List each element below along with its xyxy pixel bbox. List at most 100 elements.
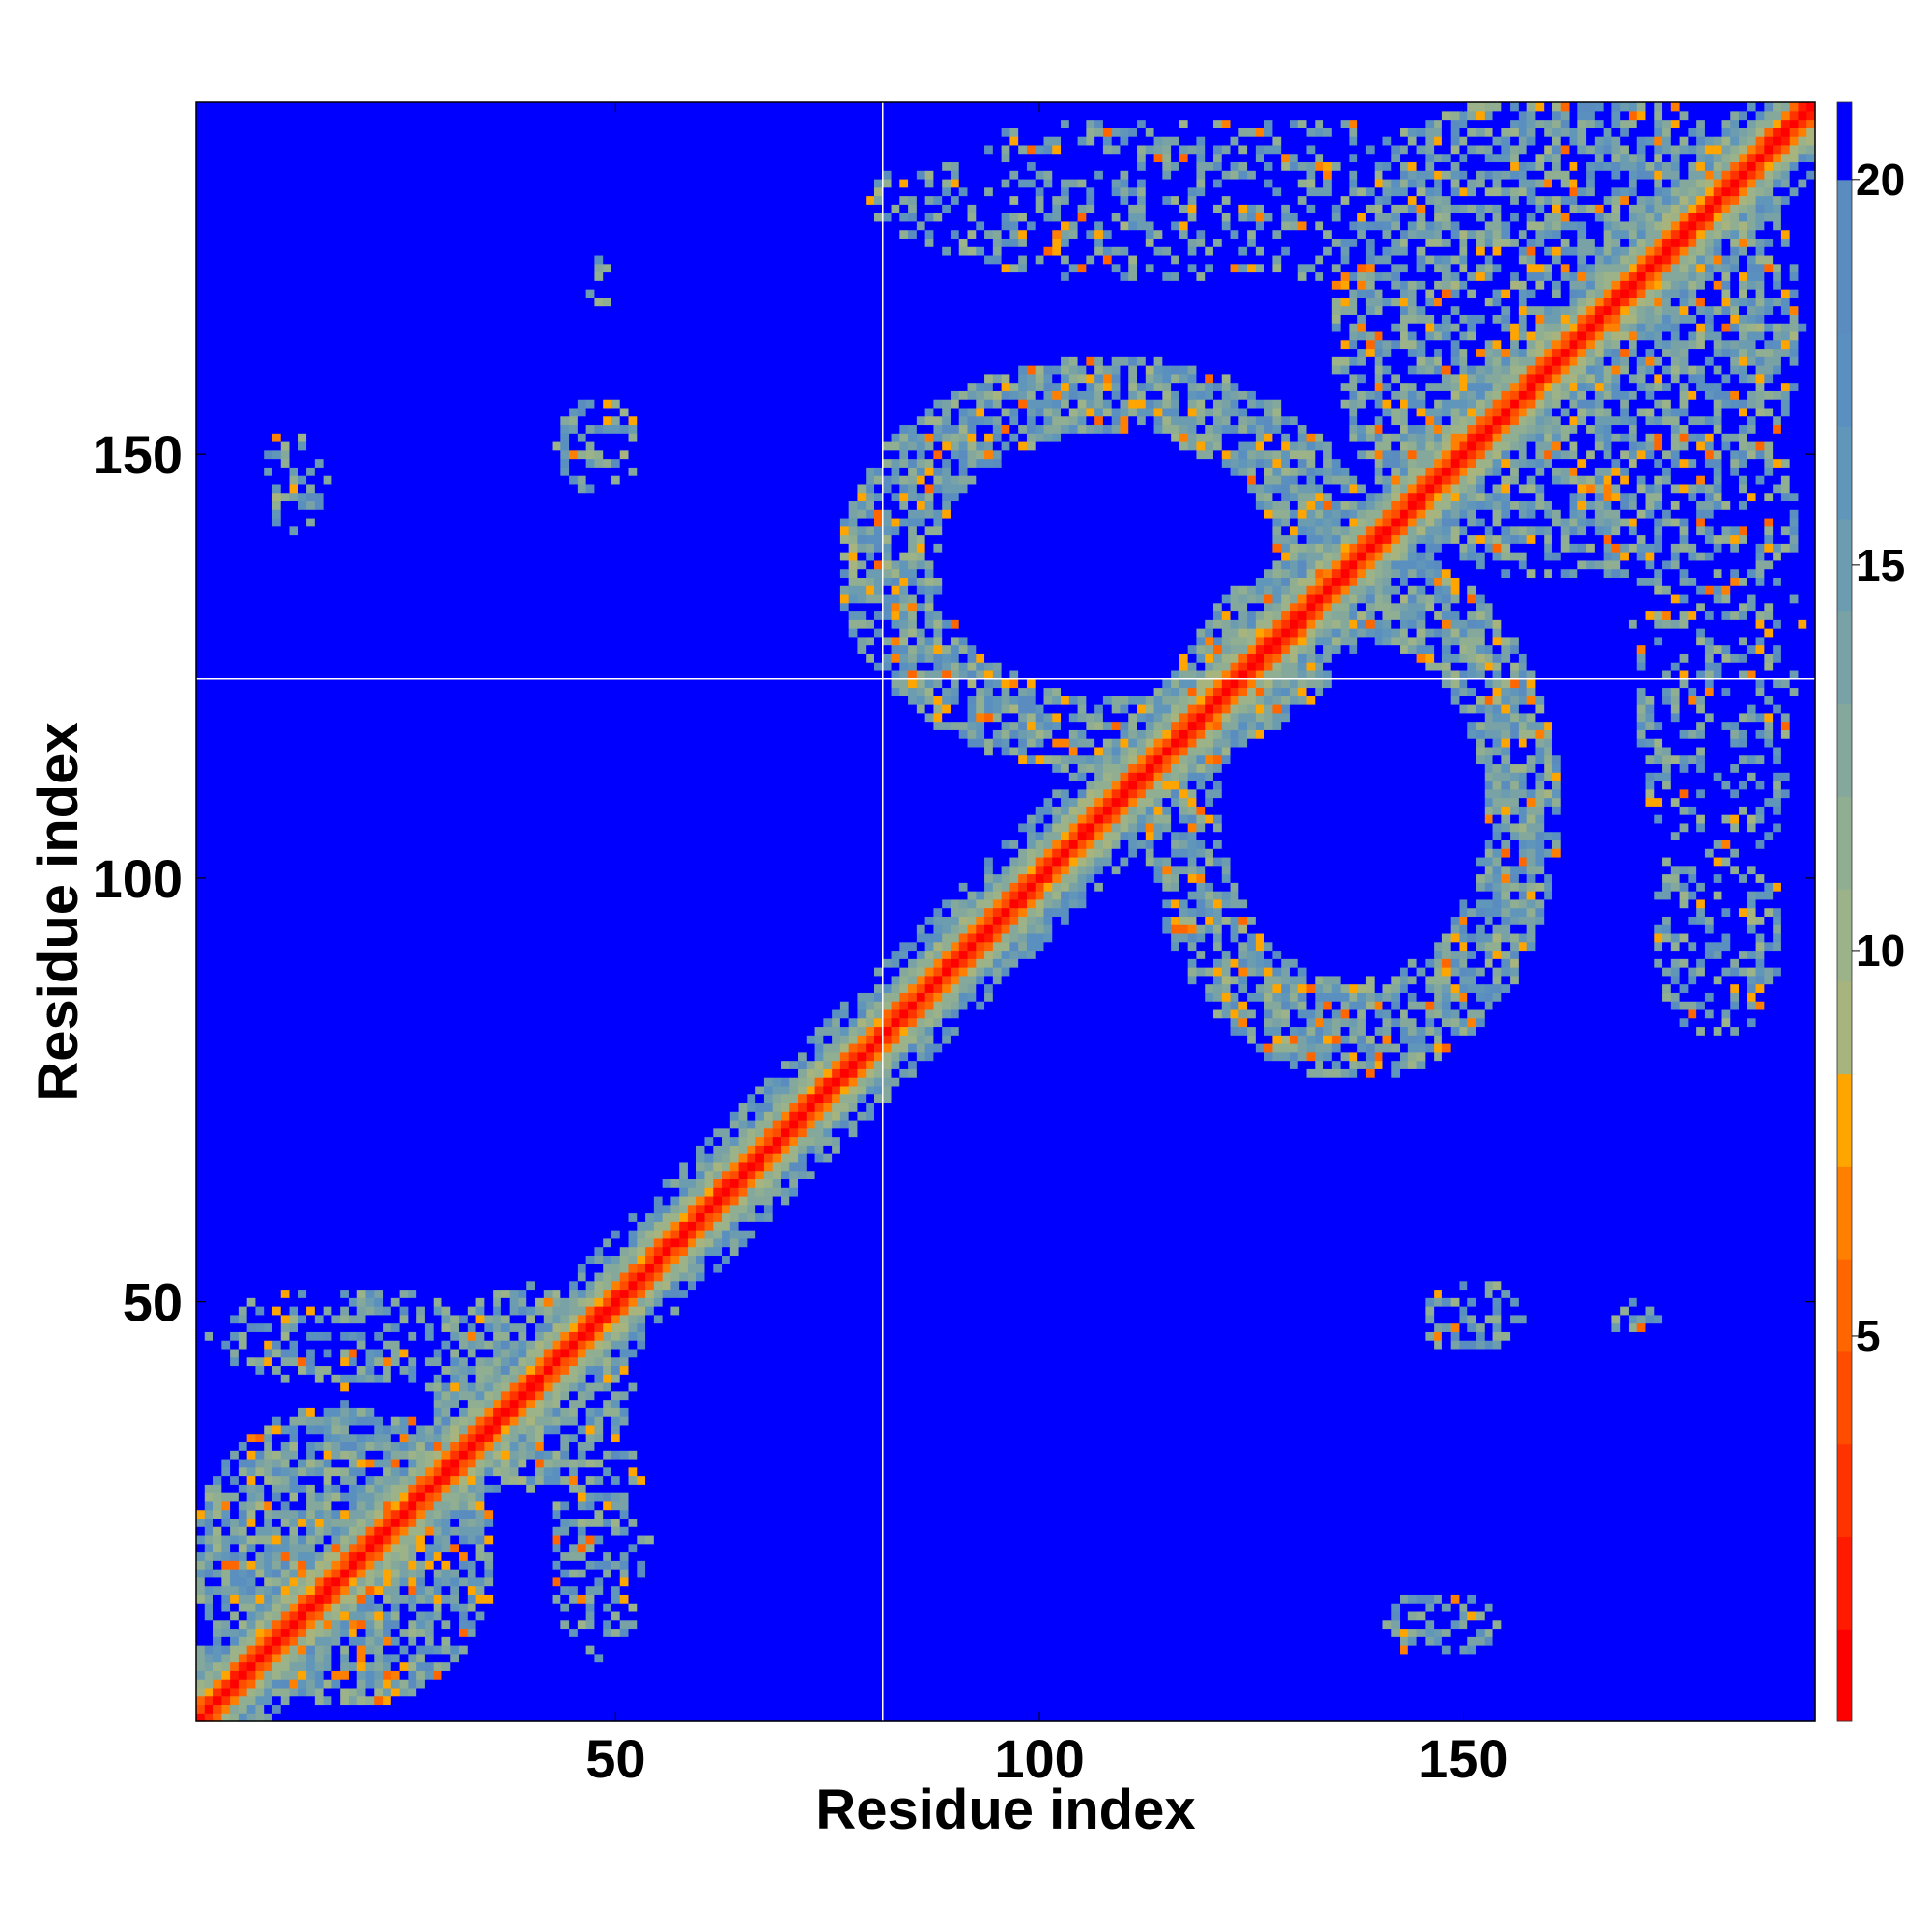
heatmap-cell [1773,729,1782,739]
heatmap-cell [1688,916,1697,925]
heatmap-cell [1026,898,1037,909]
heatmap-cell [543,1424,554,1435]
heatmap-cell [204,1585,214,1595]
heatmap-cell [839,1009,850,1019]
heatmap-cell [1009,696,1019,705]
heatmap-cell [1501,1297,1511,1307]
heatmap-cell [594,1619,604,1630]
heatmap-cell [1747,780,1757,790]
heatmap-cell [933,1001,943,1010]
heatmap-cell [1476,1026,1697,1036]
heatmap-cell [976,950,985,959]
heatmap-cell [493,1331,511,1341]
heatmap-cell [399,1619,409,1630]
heatmap-cell [255,1534,273,1545]
heatmap-cell [1535,763,1545,773]
heatmap-cell [848,1111,859,1121]
heatmap-cell [1510,983,1663,993]
heatmap-cell [1501,678,1511,689]
heatmap-cell [992,738,1003,748]
heatmap-cell [1323,628,1333,638]
heatmap-cell [543,1297,554,1307]
heatmap-cell [526,1450,536,1460]
heatmap-cell [1102,839,1113,849]
heatmap-cell [1764,712,1774,723]
heatmap-cell [1137,831,1147,841]
heatmap-cell [1349,619,1358,629]
heatmap-cell [1696,967,1706,977]
heatmap-cell [1349,1068,1358,1078]
heatmap-cell [747,1187,756,1197]
heatmap-cell [280,1356,298,1367]
heatmap-cell [1544,916,1663,925]
heatmap-cell [1212,721,1223,730]
heatmap-cell [1747,806,1757,815]
heatmap-cell [560,1603,570,1612]
heatmap-cell [1001,738,1010,748]
heatmap-cell [246,1441,265,1451]
heatmap-cell [1654,738,1663,748]
heatmap-cell [1484,1610,1816,1621]
heatmap-cell [1382,1619,1392,1630]
heatmap-cell [958,1026,1232,1036]
heatmap-cell [230,1534,240,1545]
heatmap-cell [967,992,977,1002]
heatmap-cell [1247,636,1257,646]
heatmap-cell [1264,1051,1273,1062]
heatmap-cell [374,1518,384,1527]
heatmap-cell [628,1280,638,1291]
heatmap-cell [289,1695,316,1706]
heatmap-cell [1535,924,1655,934]
heatmap-cell [1018,746,1028,756]
heatmap-cell [1688,729,1697,739]
heatmap-cell [441,1424,451,1435]
heatmap-cell [899,967,909,977]
heatmap-cell [323,1551,341,1561]
heatmap-cell [1238,958,1248,968]
heatmap-cell [1450,950,1468,959]
heatmap-cell [433,1297,443,1307]
heatmap-cell [1654,712,1672,723]
heatmap-cell [246,1569,257,1578]
heatmap-cell [1179,763,1189,773]
heatmap-cell [331,1365,358,1375]
heatmap-cell [1441,669,1452,680]
heatmap-cell [899,941,918,952]
heatmap-cell [984,865,994,875]
heatmap-cell [967,882,985,892]
heatmap-cell [1391,1043,1401,1053]
heatmap-cell [552,1297,561,1307]
heatmap-cell [569,1475,579,1485]
heatmap-cell [1645,704,1655,714]
heatmap-cell [1721,662,1765,671]
heatmap-cell [314,1543,325,1553]
heatmap-cell [450,1382,460,1392]
heatmap-cell [679,1271,689,1282]
heatmap-cell [839,1051,850,1062]
heatmap-cell [1434,1289,1443,1298]
heatmap-cell [1713,839,1723,849]
heatmap-cell [390,1551,401,1561]
heatmap-cell [873,653,884,663]
heatmap-cell [1221,891,1232,900]
heatmap-cell [1459,696,1477,705]
heatmap-cell [1459,1306,1468,1316]
heatmap-cell [976,941,985,952]
heatmap-cell [1374,992,1384,1002]
heatmap-cell [356,1534,367,1545]
heatmap-cell [196,1407,298,1417]
heatmap-cell [950,907,969,917]
heatmap-cell [687,1195,697,1206]
heatmap-cell [942,696,952,705]
heatmap-cell [450,1356,460,1367]
heatmap-cell [484,1382,494,1392]
heatmap-cell [1043,873,1053,883]
heatmap-cell [459,1551,469,1561]
heatmap-cell [1704,1026,1715,1036]
heatmap-cell [1645,729,1681,739]
heatmap-cell [1162,873,1172,883]
heatmap-cell [1654,704,1672,714]
heatmap-cell [1043,839,1053,849]
heatmap-cell [1349,1001,1367,1010]
heatmap-cell [526,1280,536,1291]
